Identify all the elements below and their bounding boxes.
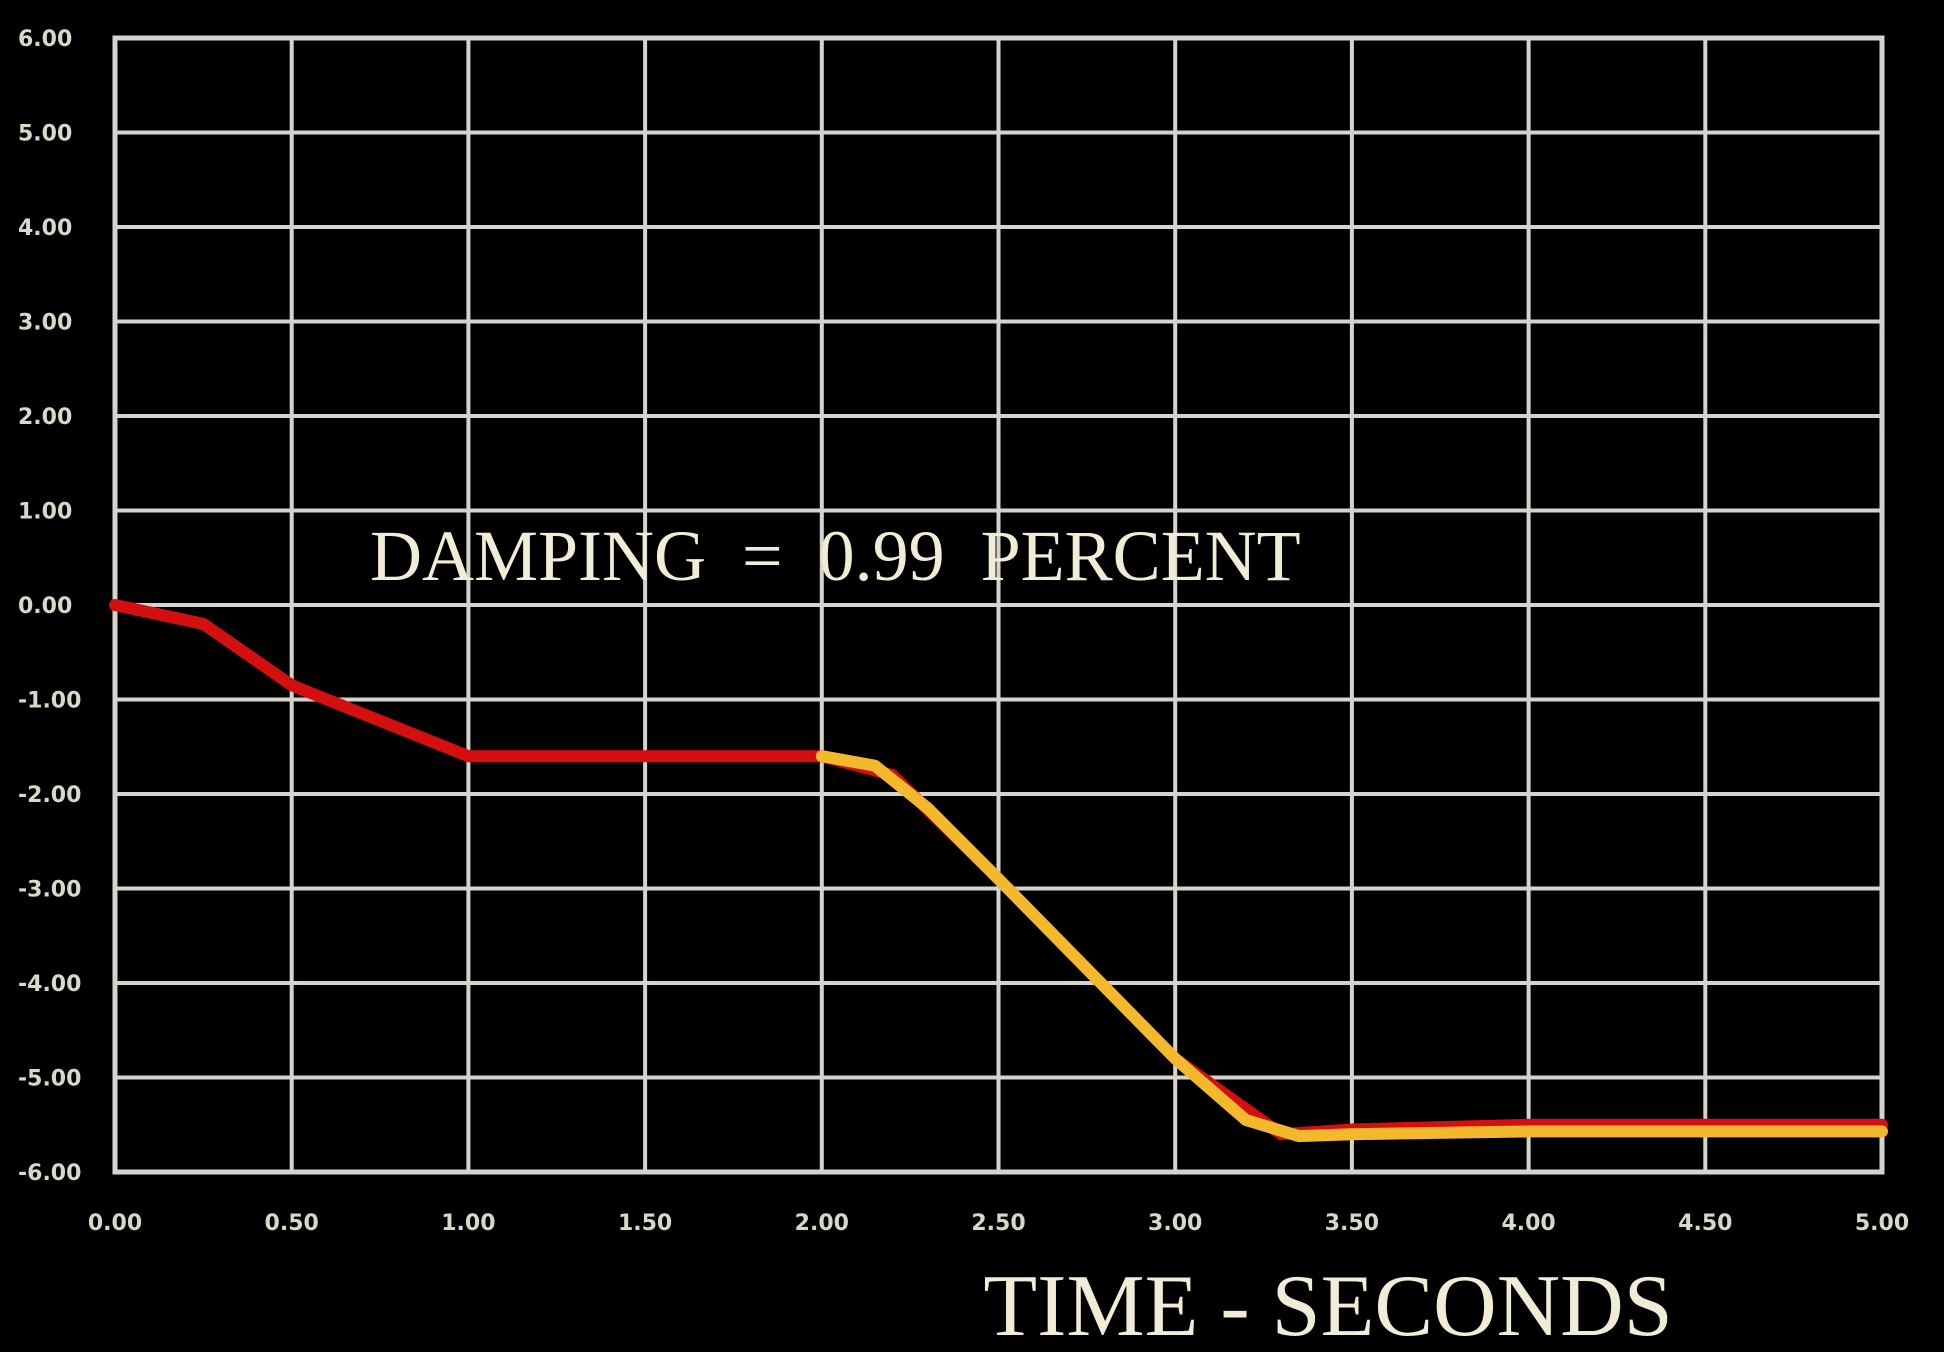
x-tick-label: 4.00 — [1501, 1211, 1555, 1236]
y-tick-label: -3.00 — [18, 878, 81, 903]
y-tick-label: 0.00 — [18, 594, 72, 619]
x-tick-label: 2.00 — [795, 1211, 849, 1236]
y-tick-label: -4.00 — [18, 972, 81, 997]
series-line-2 — [815, 750, 1888, 1143]
grid — [112, 35, 1885, 1175]
y-tick-label: -5.00 — [18, 1067, 81, 1092]
x-axis-label: TIME - SECONDS — [983, 1258, 1672, 1352]
x-tick-label: 4.50 — [1678, 1211, 1732, 1236]
y-tick-label: -2.00 — [18, 783, 81, 808]
damping-annotation: DAMPING = 0.99 PERCENT — [370, 516, 1301, 596]
y-tick-label: 3.00 — [18, 311, 72, 336]
x-tick-label: 0.00 — [88, 1211, 142, 1236]
x-tick-label: 3.00 — [1148, 1211, 1202, 1236]
x-tick-label: 2.50 — [971, 1211, 1025, 1236]
y-tick-label: 2.00 — [18, 405, 72, 430]
x-tick-label: 0.50 — [265, 1211, 319, 1236]
series-layer — [109, 599, 1888, 1143]
y-tick-label: -6.00 — [18, 1161, 81, 1186]
x-axis-ticks: 0.00 0.50 1.00 1.50 2.00 2.50 3.00 3.50 4.00 4.50… — [88, 1211, 1909, 1236]
y-tick-label: 1.00 — [18, 500, 72, 525]
x-tick-label: 5.00 — [1855, 1211, 1909, 1236]
y-tick-label: 5.00 — [18, 122, 72, 147]
y-tick-label: 4.00 — [18, 216, 72, 241]
y-tick-label: -1.00 — [18, 689, 81, 714]
x-tick-label: 1.00 — [441, 1211, 495, 1236]
y-tick-label: 6.00 — [18, 27, 72, 52]
x-tick-label: 1.50 — [618, 1211, 672, 1236]
x-tick-label: 3.50 — [1325, 1211, 1379, 1236]
y-axis-ticks: 6.00 5.00 4.00 3.00 2.00 1.00 0.00 -1.00 -2.00 -3… — [18, 27, 81, 1186]
